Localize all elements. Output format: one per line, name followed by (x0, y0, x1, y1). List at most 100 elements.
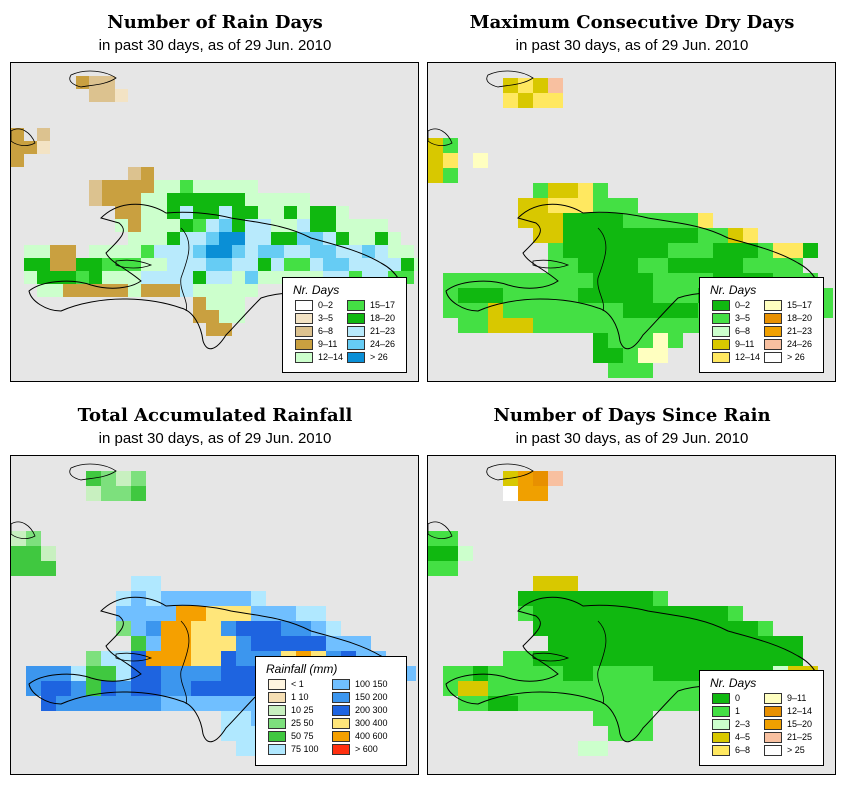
grid-cell (578, 288, 593, 303)
grid-cell (176, 666, 191, 681)
legend-label: 400 600 (355, 731, 388, 741)
grid-cell (608, 606, 623, 621)
grid-cell (141, 284, 154, 297)
grid-cell (191, 651, 206, 666)
grid-cell (653, 636, 668, 651)
grid-cell (206, 591, 221, 606)
grid-cell (349, 258, 362, 271)
grid-cell (232, 271, 245, 284)
legend-swatch (712, 326, 730, 337)
grid-cell (193, 297, 206, 310)
grid-cell (271, 232, 284, 245)
grid-cell (167, 258, 180, 271)
grid-cell (71, 696, 86, 711)
grid-cell (161, 636, 176, 651)
grid-cell (668, 273, 683, 288)
grid-cell (593, 198, 608, 213)
grid-cell (258, 206, 271, 219)
grid-cell (653, 666, 668, 681)
legend-label: 21–23 (787, 326, 813, 336)
grid-cell (728, 243, 743, 258)
grid-cell (89, 76, 102, 89)
grid-cell (310, 219, 323, 232)
grid-cell (281, 606, 296, 621)
grid-cell (608, 288, 623, 303)
grid-cell (683, 288, 698, 303)
grid-cell (89, 193, 102, 206)
grid-cell (743, 621, 758, 636)
grid-cell (638, 711, 653, 726)
grid-cell (698, 258, 713, 273)
grid-cell (743, 636, 758, 651)
grid-cell (297, 206, 310, 219)
grid-cell (443, 288, 458, 303)
panel-days-since-rain: Number of Days Since Rain in past 30 day… (427, 393, 837, 783)
grid-cell (608, 666, 623, 681)
grid-cell (533, 228, 548, 243)
grid-cell (593, 651, 608, 666)
grid-cell (154, 284, 167, 297)
grid-cell (193, 219, 206, 232)
grid-cell (89, 180, 102, 193)
grid-cell (428, 546, 443, 561)
legend-swatch (268, 705, 286, 716)
grid-cell (503, 303, 518, 318)
grid-cell (206, 271, 219, 284)
grid-cell (41, 681, 56, 696)
grid-cell (518, 303, 533, 318)
grid-cell (89, 89, 102, 102)
grid-cell (131, 606, 146, 621)
grid-cell (458, 546, 473, 561)
grid-cell (608, 258, 623, 273)
grid-cell (548, 621, 563, 636)
grid-cell (221, 636, 236, 651)
grid-cell (563, 198, 578, 213)
grid-cell (128, 219, 141, 232)
grid-cell (161, 591, 176, 606)
grid-cell (221, 711, 236, 726)
grid-cell (773, 636, 788, 651)
grid-cell (89, 258, 102, 271)
legend-label: 12–14 (735, 352, 761, 362)
grid-cell (563, 636, 578, 651)
grid-cell (141, 206, 154, 219)
grid-cell (638, 258, 653, 273)
grid-cell (251, 636, 266, 651)
grid-cell (271, 245, 284, 258)
grid-cell (176, 591, 191, 606)
grid-cell (11, 141, 24, 154)
grid-cell (578, 621, 593, 636)
grid-cell (578, 183, 593, 198)
grid-cell (533, 471, 548, 486)
grid-cell (653, 621, 668, 636)
grid-cell (518, 696, 533, 711)
legend-swatch (347, 313, 365, 324)
grid-cell (623, 726, 638, 741)
grid-cell (458, 318, 473, 333)
grid-cell (310, 232, 323, 245)
grid-cell (608, 696, 623, 711)
grid-cell (518, 78, 533, 93)
grid-cell (668, 696, 683, 711)
legend-title: Nr. Days (293, 283, 340, 297)
grid-cell (728, 651, 743, 666)
grid-cell (458, 681, 473, 696)
grid-cell (146, 666, 161, 681)
grid-cell (563, 228, 578, 243)
legend-swatch (712, 706, 730, 717)
grid-cell (593, 348, 608, 363)
legend-swatch (764, 745, 782, 756)
map-grid (11, 76, 418, 336)
grid-cell (284, 193, 297, 206)
grid-cell (102, 180, 115, 193)
grid-cell (668, 303, 683, 318)
grid-cell (638, 288, 653, 303)
grid-cell (578, 213, 593, 228)
grid-cell (37, 284, 50, 297)
grid-cell (653, 696, 668, 711)
grid-cell (388, 258, 401, 271)
grid-cell (232, 193, 245, 206)
grid-cell (388, 245, 401, 258)
grid-cell (563, 576, 578, 591)
legend-swatch (764, 326, 782, 337)
